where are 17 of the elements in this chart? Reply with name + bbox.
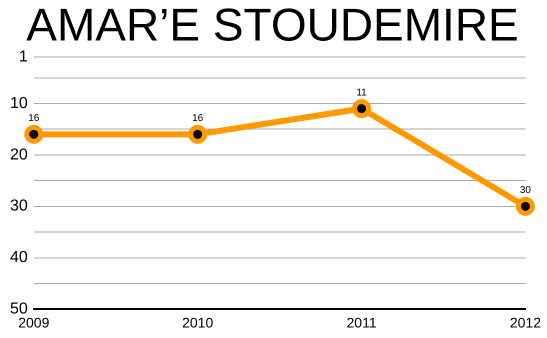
point (188, 124, 208, 144)
y-tick-label: 10 (10, 94, 28, 112)
data-label: 16 (192, 113, 204, 124)
point (24, 124, 44, 144)
y-tick-label: 20 (10, 146, 28, 164)
x-tick-label: 2011 (346, 314, 377, 330)
y-tick-label: 1 (18, 48, 28, 66)
y-tick-label: 40 (10, 249, 28, 266)
x-tick-label: 2012 (510, 314, 542, 330)
data-label: 16 (28, 113, 40, 124)
data-label: 30 (520, 185, 532, 196)
chart-title: AMAR’E STOUDEMIRE (26, 0, 519, 50)
point (352, 99, 372, 118)
point (516, 196, 535, 216)
data-label: 11 (356, 87, 368, 98)
x-tick-label: 2010 (182, 314, 214, 330)
y-tick-label: 30 (10, 198, 28, 215)
